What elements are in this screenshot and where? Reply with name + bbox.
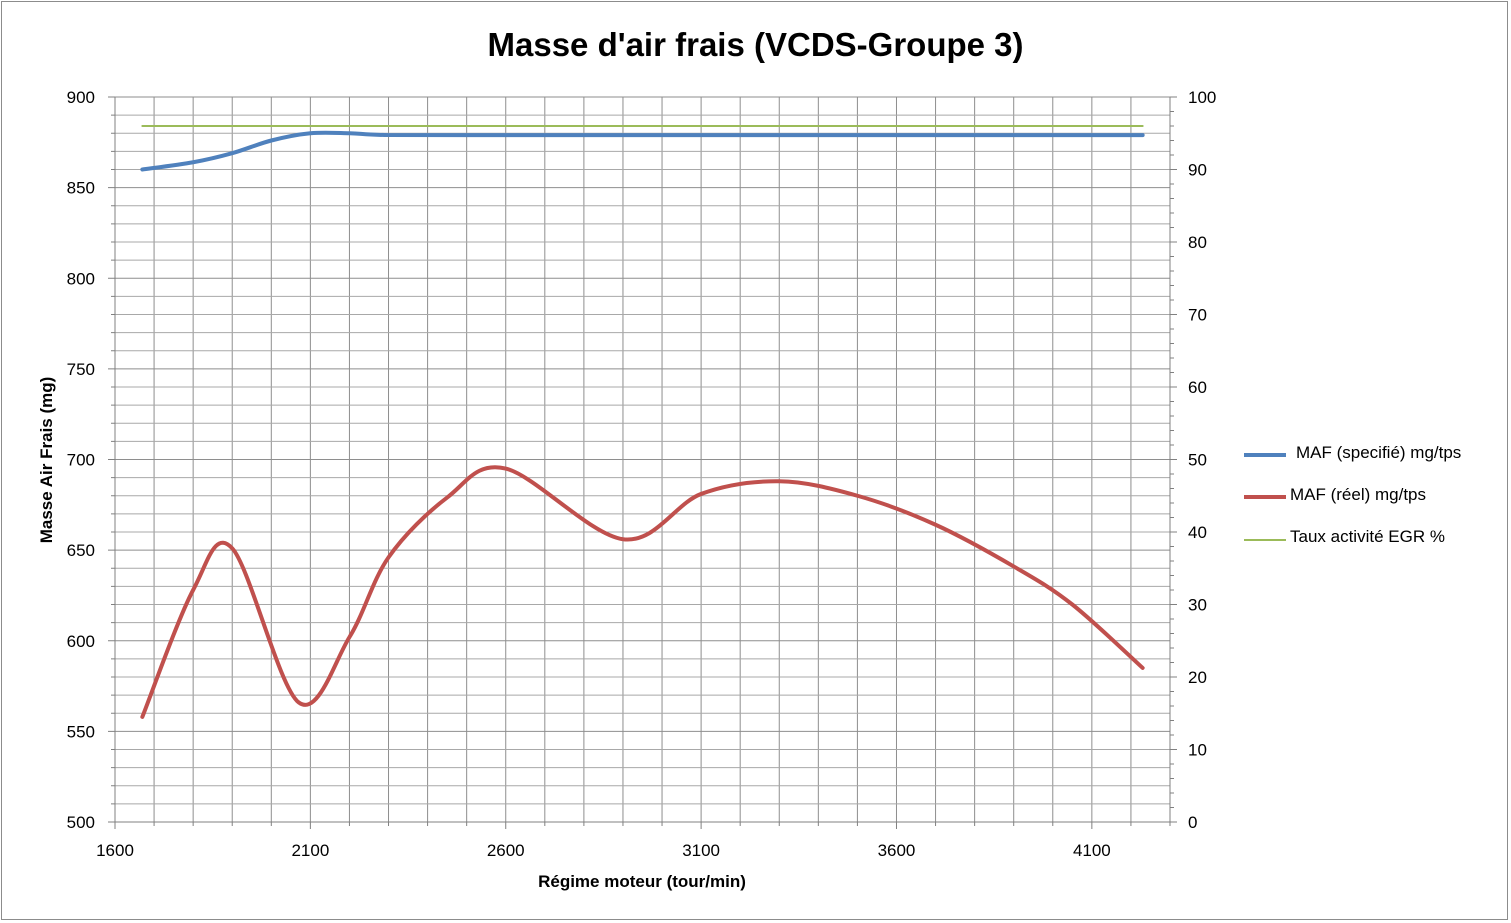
y-tick-label: 600 xyxy=(67,632,95,651)
x-tick-label: 3600 xyxy=(878,841,916,860)
legend-swatch xyxy=(1244,495,1286,499)
x-axis-label: Régime moteur (tour/min) xyxy=(538,872,746,891)
legend-swatch xyxy=(1244,539,1286,541)
y-tick-label: 500 xyxy=(67,813,95,832)
y-tick-label: 550 xyxy=(67,722,95,741)
tick-labels: 500 550 600 650 700 750 800 850 900 0 10 20 30 40 50 60… xyxy=(67,88,1217,860)
y2-tick-label: 80 xyxy=(1188,233,1207,252)
x-tick-label: 3100 xyxy=(682,841,720,860)
axes xyxy=(108,96,1177,829)
legend-label: MAF (specifié) mg/tps xyxy=(1296,443,1462,462)
y-tick-label: 700 xyxy=(67,451,95,470)
series-lines xyxy=(140,125,1145,719)
y-tick-label: 850 xyxy=(67,179,95,198)
y2-tick-label: 20 xyxy=(1188,668,1207,687)
series-line-2 xyxy=(140,465,1145,719)
x-tick-label: 4100 xyxy=(1073,841,1111,860)
y2-tick-label: 70 xyxy=(1188,306,1207,325)
y2-tick-label: 10 xyxy=(1188,741,1207,760)
y-axis-label: Masse Air Frais (mg) xyxy=(37,377,56,544)
legend-label: Taux activité EGR % xyxy=(1290,527,1445,546)
legend-label: MAF (réel) mg/tps xyxy=(1290,485,1427,504)
x-tick-label: 2600 xyxy=(487,841,525,860)
y2-tick-label: 100 xyxy=(1188,88,1216,107)
y2-tick-label: 40 xyxy=(1188,523,1207,542)
chart-title: Masse d'air frais (VCDS-Groupe 3) xyxy=(487,26,1024,63)
x-tick-label: 1600 xyxy=(96,841,134,860)
y-tick-label: 750 xyxy=(67,360,95,379)
series-line-1 xyxy=(140,130,1145,172)
y-tick-label: 800 xyxy=(67,269,95,288)
legend-swatch xyxy=(1244,453,1286,457)
y2-tick-label: 30 xyxy=(1188,596,1207,615)
y2-tick-label: 60 xyxy=(1188,378,1207,397)
y2-tick-label: 50 xyxy=(1188,451,1207,470)
y-tick-label: 900 xyxy=(67,88,95,107)
grid-lines xyxy=(114,96,1171,823)
y2-tick-label: 90 xyxy=(1188,161,1207,180)
y2-tick-label: 0 xyxy=(1188,813,1197,832)
x-tick-label: 2100 xyxy=(291,841,329,860)
y-tick-label: 650 xyxy=(67,541,95,560)
